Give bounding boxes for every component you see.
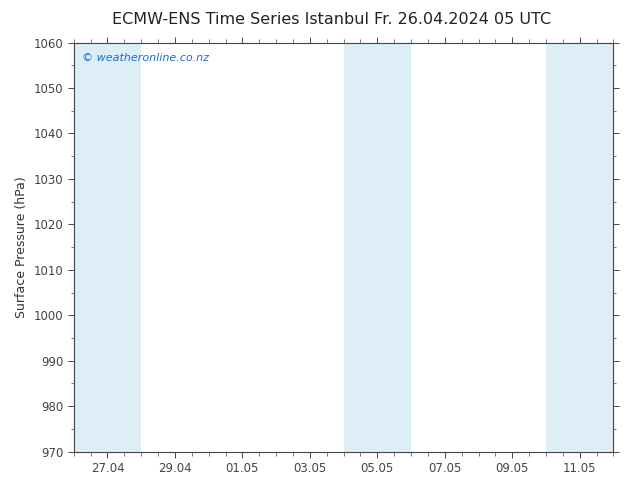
Text: ECMW-ENS Time Series Istanbul: ECMW-ENS Time Series Istanbul xyxy=(112,12,370,27)
Text: Fr. 26.04.2024 05 UTC: Fr. 26.04.2024 05 UTC xyxy=(374,12,552,27)
Bar xyxy=(74,43,141,452)
Bar xyxy=(546,43,614,452)
Text: © weatheronline.co.nz: © weatheronline.co.nz xyxy=(82,53,209,63)
Bar xyxy=(344,43,411,452)
Y-axis label: Surface Pressure (hPa): Surface Pressure (hPa) xyxy=(15,176,28,318)
